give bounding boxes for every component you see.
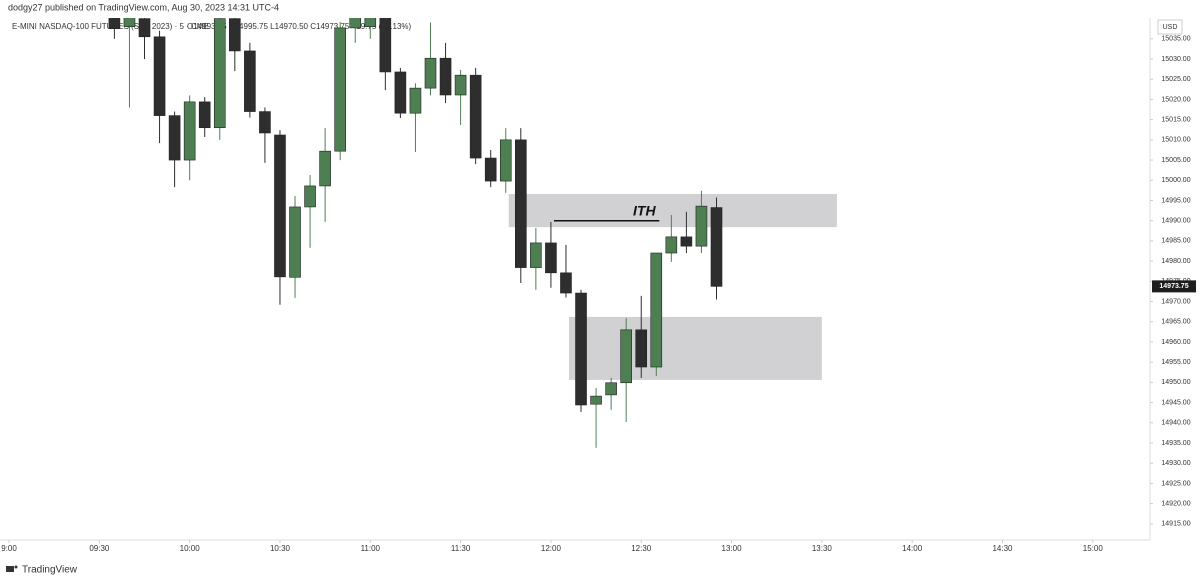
zone [508,194,837,228]
y-tick-label: 14960.00 [1161,339,1190,346]
candle-body [560,272,572,294]
last-price-label: 14973.75 [1159,283,1188,290]
y-tick-label: 14950.00 [1161,379,1190,386]
x-tick-label: 9:00 [1,544,17,553]
zone [568,316,822,380]
candle-body [259,111,271,134]
y-tick-label: 14945.00 [1161,399,1190,406]
candle-body [394,71,407,114]
y-tick-label: 15000.00 [1161,177,1190,184]
candle-body [379,18,392,73]
candle-body [650,252,663,368]
y-tick-label: 14935.00 [1161,440,1190,447]
x-tick-label: 11:00 [361,544,381,553]
candle-body [575,292,587,406]
candle-body [289,206,301,278]
candle-body [304,185,316,208]
y-tick-label: 14965.00 [1161,319,1190,326]
ohlc-legend: O14993.25 H14995.75 L14970.50 C14973.75 … [187,22,412,31]
candle-body [213,18,226,129]
x-tick-label: 13:00 [722,544,743,553]
x-tick-label: 13:30 [812,544,833,553]
x-tick-label: 14:00 [902,544,923,553]
currency-box [1157,19,1183,35]
candle-body [484,157,497,182]
candle-body [123,18,136,27]
candle-body [244,50,256,112]
candle-body [349,18,362,29]
candle-body [620,329,632,384]
y-tick-label: 14940.00 [1161,420,1190,427]
candle-body [680,236,693,247]
brand: TradingView [22,565,78,576]
y-tick-label: 14925.00 [1161,480,1190,487]
last-price-box [1152,280,1196,293]
candle-body [454,74,467,96]
candle-body [274,134,286,278]
x-tick-label: 14:30 [992,544,1013,553]
x-tick-label: 12:00 [541,544,562,553]
candle-body [590,395,602,405]
candle-body [198,101,211,129]
candle-body [515,139,527,268]
y-tick-label: 14990.00 [1161,218,1190,225]
candle-body [409,87,422,114]
y-tick-label: 15015.00 [1161,116,1190,123]
y-tick-label: 15005.00 [1161,157,1190,164]
candle-body [424,57,437,89]
currency: USD [1163,24,1178,31]
y-tick-label: 14930.00 [1161,460,1190,467]
candle-body [695,205,708,247]
y-tick-label: 15025.00 [1161,76,1190,83]
x-tick-label: 10:30 [270,544,291,553]
published-line: dodgy27 published on TradingView.com, Au… [8,2,279,12]
y-tick-label: 14955.00 [1161,359,1190,366]
candle-body [665,236,678,254]
x-tick-label: 10:00 [180,544,201,553]
y-tick-label: 15035.00 [1161,36,1190,43]
candle-body [439,57,452,96]
y-tick-label: 14985.00 [1161,238,1190,245]
x-tick-label: 12:30 [631,544,652,553]
y-tick-label: 14980.00 [1161,258,1190,265]
candle-body [530,242,542,268]
annotation-text: ITH [633,202,656,218]
y-tick-label: 14915.00 [1161,521,1190,528]
candle-body [605,382,617,396]
x-tick-label: 09:30 [89,544,110,553]
candle-body [710,207,723,287]
x-tick-label: 11:30 [451,544,471,553]
y-tick-label: 14920.00 [1161,500,1190,507]
candle-body [635,329,648,368]
candle-body [138,18,151,38]
y-tick-label: 15030.00 [1161,56,1190,63]
x-tick-label: 15:00 [1083,544,1104,553]
candle-body [364,18,377,27]
plot-area: ITH [108,18,837,448]
candle-body [183,101,196,161]
candle-body [469,74,482,159]
candle-body [334,27,346,152]
y-tick-label: 15010.00 [1161,137,1190,144]
candle-body [229,18,241,52]
candle-body [153,36,166,116]
y-tick-label: 15020.00 [1161,96,1190,103]
candle-body [319,150,331,187]
candle-body [108,18,121,30]
candle-body [168,115,181,161]
y-tick-label: 14995.00 [1161,197,1190,204]
tv-logo [6,565,18,572]
candle-body [499,139,512,182]
y-tick-label: 14970.00 [1161,298,1190,305]
candle-body [545,242,557,274]
